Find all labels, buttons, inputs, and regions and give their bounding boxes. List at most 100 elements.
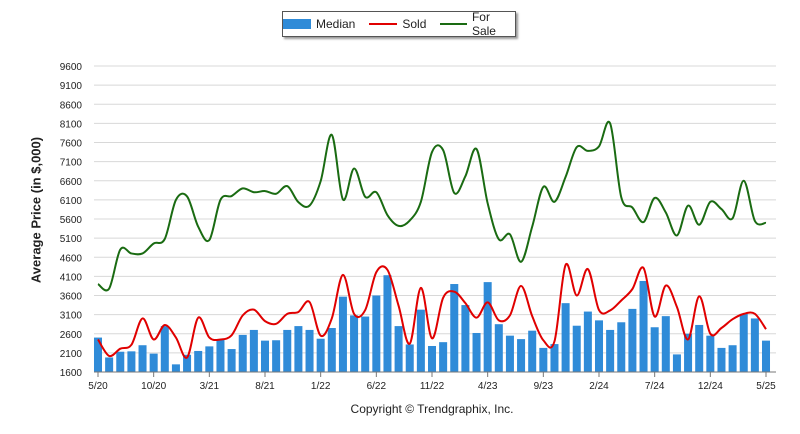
- median-bar: [505, 335, 514, 372]
- y-axis-label: Average Price (in $,000): [28, 136, 44, 284]
- x-axis: 5/20 10/20 3/21 8/21 1/22 6/22 11/22 4/23 9/23 2/…: [88, 371, 776, 392]
- median-bar: [138, 345, 147, 372]
- y-tick-label: 9600: [60, 62, 83, 73]
- median-bar: [194, 350, 203, 372]
- median-bar: [260, 340, 270, 372]
- median-bar: [183, 354, 192, 372]
- median-bar: [361, 316, 370, 372]
- legend-item-for-sale: For Sale: [440, 10, 515, 38]
- y-tick-label: 5600: [60, 215, 83, 226]
- median-bar: [171, 364, 180, 372]
- x-tick-label: 5/20: [88, 381, 108, 392]
- median-bar: [628, 308, 637, 372]
- median-bar: [561, 303, 570, 372]
- median-bar: [472, 332, 481, 372]
- x-tick-label: 6/22: [367, 381, 387, 392]
- median-bar: [149, 353, 158, 372]
- y-axis-tick-labels: 1600 2100 2600 3100 3600 4100 4600 5100 5600 6100…: [60, 62, 83, 379]
- median-bar: [672, 354, 681, 372]
- median-bar: [383, 275, 392, 372]
- legend: Median Sold For Sale: [282, 10, 516, 38]
- x-tick-label: 9/23: [534, 381, 554, 392]
- for-sale-swatch: [440, 23, 467, 25]
- median-bar: [283, 329, 292, 372]
- median-bar: [93, 337, 103, 372]
- median-bar: [706, 335, 715, 372]
- y-tick-label: 1600: [60, 368, 83, 379]
- legend-item-median: Median: [283, 17, 355, 31]
- median-bar: [272, 340, 281, 372]
- median-bar: [350, 315, 359, 372]
- median-bar: [294, 326, 303, 372]
- y-tick-label: 2600: [60, 330, 83, 341]
- legend-for-sale-label: For Sale: [471, 10, 496, 38]
- y-tick-label: 4100: [60, 272, 83, 283]
- median-bar: [483, 282, 492, 372]
- median-bar: [160, 326, 169, 372]
- y-tick-label: 3100: [60, 311, 83, 322]
- x-tick-label: 4/23: [478, 381, 498, 392]
- median-bar: [583, 311, 592, 372]
- median-bar: [327, 328, 336, 372]
- median-bar: [639, 280, 648, 372]
- median-bar: [305, 329, 314, 372]
- median-bar: [717, 347, 726, 372]
- x-tick-label: 3/21: [200, 381, 220, 392]
- y-tick-label: 2100: [60, 349, 83, 360]
- median-bar: [539, 347, 548, 372]
- median-bar: [238, 334, 247, 372]
- legend-sold-label: Sold: [402, 17, 427, 31]
- y-tick-label: 8600: [60, 100, 83, 111]
- median-bar: [684, 333, 693, 372]
- y-tick-label: 7100: [60, 158, 83, 169]
- y-tick-label: 8100: [60, 119, 83, 130]
- median-bar: [517, 339, 526, 372]
- sold-line: [97, 262, 767, 359]
- x-tick-label: 1/22: [311, 381, 331, 392]
- median-bar: [650, 327, 659, 372]
- median-bar: [739, 313, 748, 372]
- y-tick-label: 9100: [60, 81, 83, 92]
- y-tick-label: 6100: [60, 196, 83, 207]
- y-tick-label: 3600: [60, 292, 83, 303]
- median-bar: [338, 296, 347, 372]
- for-sale-line: [97, 120, 767, 292]
- x-tick-label: 8/21: [255, 381, 275, 392]
- y-tick-label: 6600: [60, 177, 83, 188]
- median-bar: [127, 351, 136, 372]
- median-bar: [427, 345, 437, 372]
- median-bar: [416, 309, 425, 372]
- median-bar: [594, 320, 604, 372]
- median-bar: [439, 342, 448, 372]
- median-bar: [528, 330, 537, 372]
- median-bar: [494, 324, 503, 372]
- median-bar: [116, 351, 125, 372]
- x-tick-label: 11/22: [420, 381, 445, 392]
- median-bars: [93, 275, 771, 372]
- median-bar: [227, 349, 236, 372]
- median-bar: [572, 325, 581, 372]
- median-bar: [372, 295, 381, 372]
- gridlines: [94, 65, 776, 373]
- median-bar: [405, 344, 414, 372]
- copyright-text: Copyright © Trendgraphix, Inc.: [350, 402, 514, 416]
- median-bar: [249, 329, 258, 372]
- median-bar: [461, 305, 470, 372]
- median-bar: [216, 339, 225, 372]
- y-tick-label: 4600: [60, 253, 83, 264]
- median-bar: [205, 346, 214, 372]
- x-tick-label: 5/25: [756, 381, 776, 392]
- x-tick-label: 2/24: [589, 381, 609, 392]
- median-bar: [661, 316, 670, 372]
- x-tick-label: 12/24: [698, 381, 723, 392]
- median-bar: [450, 284, 459, 372]
- median-bar: [316, 338, 325, 372]
- median-bar: [728, 345, 737, 372]
- y-tick-label: 5100: [60, 234, 83, 245]
- series-lines: [97, 120, 767, 359]
- median-bar: [550, 344, 559, 372]
- median-bar: [394, 326, 403, 372]
- x-tick-label: 10/20: [141, 381, 166, 392]
- y-tick-label: 7600: [60, 139, 83, 150]
